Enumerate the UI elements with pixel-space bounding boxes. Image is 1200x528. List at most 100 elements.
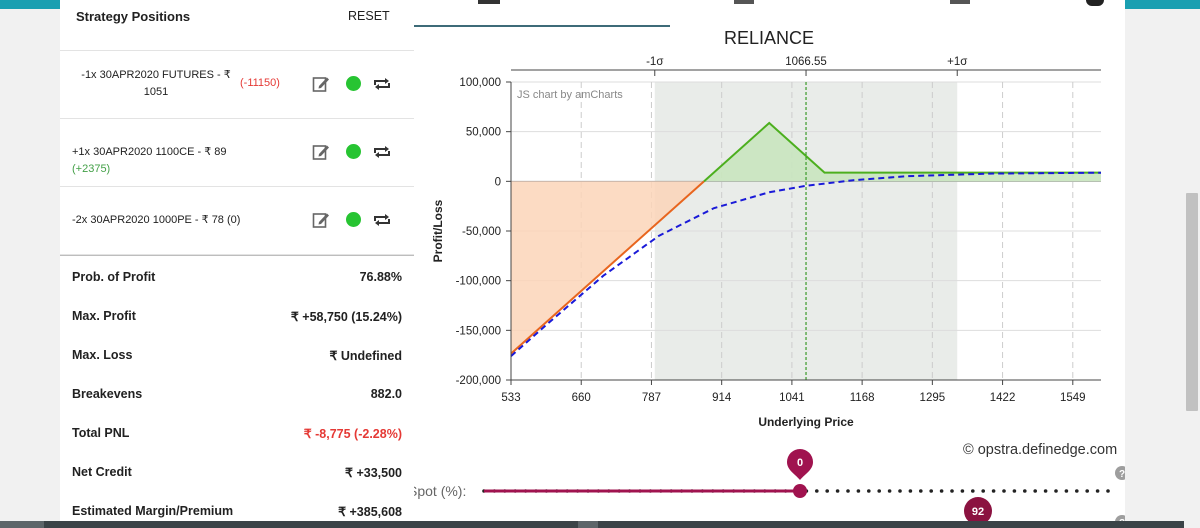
slider-step <box>898 489 902 493</box>
metric-row: Prob. of Profit 76.88% <box>60 270 414 290</box>
metric-value: 76.88% <box>359 270 402 284</box>
x-tick-label: 660 <box>572 392 591 404</box>
refresh-tab-icon[interactable] <box>1086 0 1104 6</box>
payoff-chart: RELIANCE 100,000 50,000 0 -50,000 -100,000 -15… <box>431 28 1102 429</box>
slider-step <box>887 489 892 493</box>
repeat-icon[interactable] <box>372 143 392 161</box>
slider-step <box>815 489 819 493</box>
y-tick-label: -150,000 <box>456 325 501 337</box>
y-tick-label: 0 <box>495 176 501 188</box>
slider-step <box>1002 489 1006 493</box>
watermark: © opstra.definedge.com <box>963 442 1117 458</box>
top-marker-label: +1σ <box>947 56 967 68</box>
slider-step <box>1064 489 1069 493</box>
x-tick-label: 914 <box>712 392 732 404</box>
slider-step <box>971 489 975 493</box>
slider-step <box>867 489 871 493</box>
metric-row: Breakevens 882.0 <box>60 387 414 407</box>
top-marker-label: -1σ <box>646 56 663 68</box>
status-dot-icon[interactable] <box>346 76 361 91</box>
y-tick-label: -50,000 <box>462 226 501 238</box>
chart-credit[interactable]: JS chart by amCharts <box>517 89 623 101</box>
payoff-line-profit <box>703 121 1101 183</box>
slider-value: 0 <box>797 457 803 469</box>
position-desc: -1x 30APR2020 FUTURES - ₹ 1051 (-11150) <box>72 67 280 101</box>
metric-value: ₹ +33,500 <box>345 466 402 480</box>
position-pnl: (-11150) <box>240 77 280 89</box>
position-instrument: +1x 30APR2020 1100CE - ₹ 89 <box>72 146 227 158</box>
active-tab-underline <box>414 25 670 27</box>
metric-value: ₹ Undefined <box>329 349 402 363</box>
slider-step <box>1095 489 1100 493</box>
slider-step <box>825 489 829 493</box>
bottom-bar <box>0 521 1184 528</box>
y-tick-label: 100,000 <box>459 77 501 89</box>
question-mark: ? <box>1119 469 1125 480</box>
status-dot-icon[interactable] <box>346 212 361 227</box>
slider-value-badge <box>787 449 813 480</box>
position-row: -2x 30APR2020 1000PE - ₹ 78 (0) <box>60 187 414 255</box>
metric-row: Total PNL ₹ -8,775 (-2.28%) <box>60 426 414 446</box>
slider-step <box>981 489 985 493</box>
metric-label: Max. Loss <box>72 348 133 362</box>
metric-row: Estimated Margin/Premium ₹ +385,608 <box>60 504 414 524</box>
second-badge <box>964 497 992 525</box>
slider-step <box>1075 489 1079 493</box>
y-axis-label: Profit/Loss <box>431 199 445 262</box>
spot-label: Spot (%): <box>414 483 466 499</box>
slider-step <box>846 489 850 493</box>
divider <box>60 255 414 256</box>
x-tick-label: 1168 <box>850 392 875 404</box>
x-tick-label: 1041 <box>779 392 805 404</box>
position-pnl: (0) <box>227 214 241 226</box>
scrollbar-thumb[interactable] <box>1186 193 1198 411</box>
reset-button[interactable]: RESET <box>348 9 390 23</box>
strategy-title: Strategy Positions <box>76 9 191 24</box>
repeat-icon[interactable] <box>372 211 392 229</box>
slider-step <box>991 489 996 493</box>
metric-row: Max. Profit ₹ +58,750 (15.24%) <box>60 309 414 329</box>
slider-step <box>1085 489 1089 493</box>
x-tick-label: 1549 <box>1060 392 1086 404</box>
chart-tab-icon[interactable] <box>478 0 500 4</box>
slider-step <box>939 489 944 493</box>
y-tick-label: -100,000 <box>456 276 501 288</box>
repeat-icon[interactable] <box>372 75 392 93</box>
t0-curve <box>510 171 1102 357</box>
slider-step <box>1023 489 1027 493</box>
slider-step <box>1012 489 1017 493</box>
edit-icon[interactable] <box>312 75 330 93</box>
metric-row: Net Credit ₹ +33,500 <box>60 465 414 485</box>
edit-icon[interactable] <box>312 211 330 229</box>
x-tick-label: 787 <box>642 392 661 404</box>
metric-row: Max. Loss ₹ Undefined <box>60 348 414 368</box>
metric-label: Breakevens <box>72 387 143 401</box>
strategy-panel: Strategy Positions RESET -1x 30APR2020 F… <box>60 0 414 528</box>
metric-value: ₹ +58,750 (15.24%) <box>290 310 402 324</box>
slider-step <box>929 489 933 493</box>
x-tick-label: 1422 <box>990 392 1016 404</box>
spot-slider[interactable]: © opstra.definedge.com??Spot (%):092 <box>414 440 1125 528</box>
metric-label: Net Credit <box>72 465 132 479</box>
status-dot-icon[interactable] <box>346 144 361 159</box>
metric-value: 882.0 <box>370 387 402 401</box>
y-tick-label: 50,000 <box>466 127 501 139</box>
metric-label: Max. Profit <box>72 309 136 323</box>
slider-step <box>919 489 923 493</box>
y-tick-label: -200,000 <box>456 375 501 387</box>
metric-label: Prob. of Profit <box>72 270 156 284</box>
position-price: 1051 <box>143 86 169 98</box>
position-row: -1x 30APR2020 FUTURES - ₹ 1051 (-11150) <box>60 51 414 119</box>
table-tab-icon[interactable] <box>734 0 754 4</box>
slider-thumb[interactable] <box>793 484 807 498</box>
slider-step <box>856 489 861 493</box>
position-pnl: (+2375) <box>72 163 111 175</box>
metric-label: Estimated Margin/Premium <box>72 504 234 518</box>
position-desc: -2x 30APR2020 1000PE - ₹ 78 (0) <box>72 212 260 229</box>
metric-value: ₹ -8,775 (-2.28%) <box>303 427 402 441</box>
position-instrument: -2x 30APR2020 1000PE - ₹ 78 <box>72 214 224 226</box>
question-icon[interactable] <box>1115 466 1125 480</box>
slider-step <box>835 489 840 493</box>
grid-tab-icon[interactable] <box>950 0 970 4</box>
edit-icon[interactable] <box>312 143 330 161</box>
